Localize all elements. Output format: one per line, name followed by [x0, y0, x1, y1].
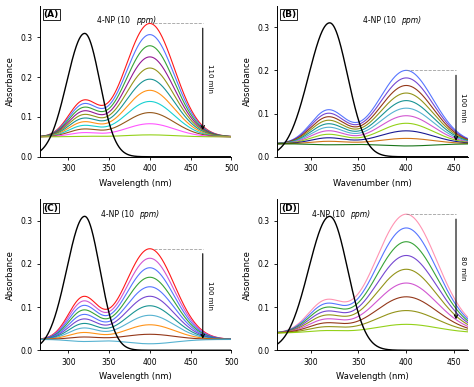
X-axis label: Wavelength (nm): Wavelength (nm): [99, 372, 172, 382]
Y-axis label: Absorbance: Absorbance: [243, 250, 252, 300]
Text: 4-NP (10: 4-NP (10: [97, 16, 133, 25]
Text: 4-NP (10: 4-NP (10: [363, 16, 399, 25]
X-axis label: Wavelength (nm): Wavelength (nm): [99, 179, 172, 188]
X-axis label: Wavelength (nm): Wavelength (nm): [337, 372, 409, 382]
Y-axis label: Absorbance: Absorbance: [243, 56, 252, 106]
Text: 100 min: 100 min: [207, 281, 213, 310]
Y-axis label: Absorbance: Absorbance: [6, 250, 15, 300]
Text: (C): (C): [44, 204, 59, 212]
Text: 110 min: 110 min: [207, 64, 213, 92]
Text: 100 min: 100 min: [460, 92, 466, 122]
Text: (A): (A): [44, 10, 59, 19]
X-axis label: Wavenumber (nm): Wavenumber (nm): [333, 179, 412, 188]
Text: ppm): ppm): [350, 210, 370, 219]
Text: 80 min: 80 min: [460, 256, 466, 281]
Y-axis label: Absorbance: Absorbance: [6, 56, 15, 106]
Text: ppm): ppm): [401, 16, 421, 25]
Text: (D): (D): [281, 204, 297, 212]
Text: (B): (B): [281, 10, 296, 19]
Text: ppm): ppm): [139, 210, 160, 219]
Text: ppm): ppm): [136, 16, 155, 25]
Text: 4-NP (10: 4-NP (10: [101, 210, 137, 219]
Text: 4-NP (10: 4-NP (10: [311, 210, 347, 219]
